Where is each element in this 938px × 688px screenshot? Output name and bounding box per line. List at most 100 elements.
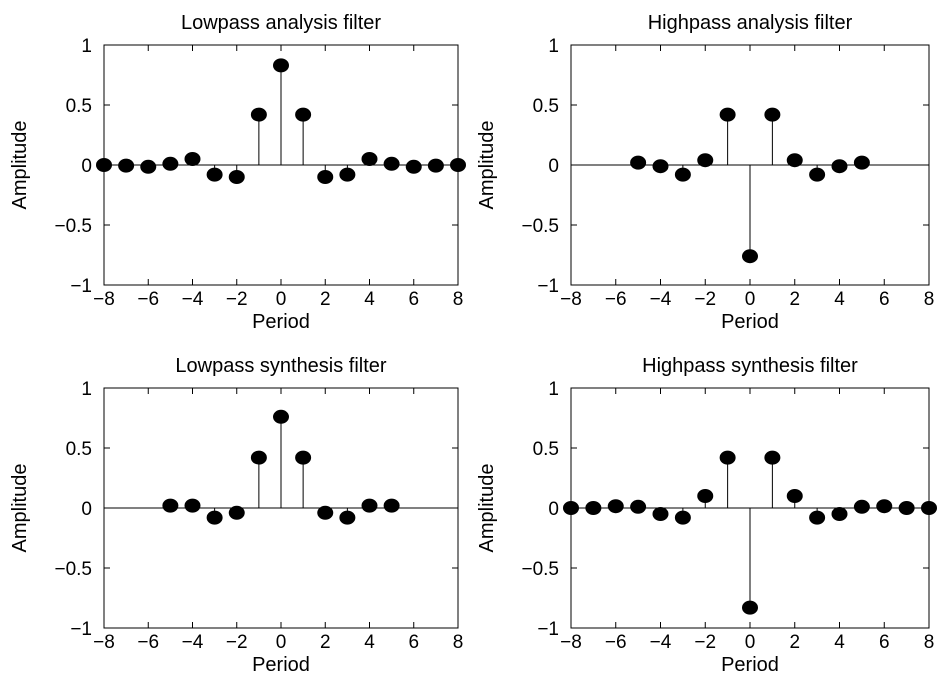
x-tick-label: −2: [694, 289, 716, 310]
x-tick-label: −8: [560, 289, 582, 310]
x-tick-label: 4: [364, 289, 375, 310]
stem-marker: [273, 409, 289, 424]
stem-marker: [742, 249, 758, 264]
y-tick-label: 0.5: [533, 96, 559, 117]
stem-marker: [228, 170, 245, 184]
y-tick-label: 0: [548, 499, 559, 520]
stem-marker: [228, 505, 245, 520]
stem-marker: [250, 450, 267, 465]
y-axis-label: Amplitude: [476, 464, 498, 553]
stem-marker: [652, 159, 669, 174]
y-axis-label: Amplitude: [9, 121, 31, 210]
stem-marker: [383, 498, 400, 513]
x-tick-label: 2: [320, 289, 331, 310]
stem-marker: [162, 156, 179, 171]
x-tick-label: 6: [879, 289, 890, 310]
x-tick-label: −8: [560, 632, 582, 653]
stem-marker: [809, 167, 826, 182]
y-tick-label: 0: [548, 156, 559, 177]
y-tick-label: −1: [537, 619, 559, 640]
x-tick-label: 2: [320, 632, 331, 653]
y-tick-label: 1: [81, 36, 92, 57]
subplot-title: Lowpass analysis filter: [181, 12, 381, 34]
stem-marker: [652, 507, 669, 521]
y-tick-label: −0.5: [54, 216, 92, 237]
stem-marker: [206, 510, 223, 525]
stem-marker: [563, 501, 579, 515]
x-tick-label: −6: [605, 289, 627, 310]
stem-marker: [140, 159, 157, 174]
x-tick-label: 2: [789, 632, 800, 653]
stem-marker: [876, 499, 893, 514]
y-tick-label: −1: [70, 619, 92, 640]
stem-marker: [339, 510, 356, 525]
stem-marker: [764, 450, 781, 465]
x-tick-label: 8: [924, 289, 935, 310]
y-tick-label: 0: [81, 156, 92, 177]
x-tick-label: 0: [276, 632, 287, 653]
x-tick-label: −2: [226, 632, 248, 653]
y-tick-label: −0.5: [521, 216, 559, 237]
subplot-title: Highpass analysis filter: [648, 12, 853, 34]
x-tick-label: −8: [93, 289, 115, 310]
y-tick-label: 0.5: [533, 439, 559, 460]
stem-marker: [674, 167, 691, 182]
stem-marker: [809, 510, 826, 525]
stem-marker: [339, 167, 356, 182]
y-tick-label: 0.5: [66, 439, 92, 460]
x-tick-label: −6: [137, 289, 159, 310]
y-tick-label: 1: [548, 36, 559, 57]
stem-marker: [383, 156, 400, 171]
x-tick-label: −8: [93, 632, 115, 653]
stem-marker: [831, 159, 848, 174]
y-tick-label: −0.5: [54, 559, 92, 580]
x-tick-label: 0: [276, 289, 287, 310]
stem-marker: [853, 499, 870, 514]
x-tick-label: −2: [694, 632, 716, 653]
stem-marker: [831, 507, 848, 521]
y-tick-label: −1: [537, 276, 559, 297]
x-axis-label: Period: [252, 654, 310, 676]
stem-marker: [250, 107, 267, 122]
stem-marker: [96, 158, 112, 172]
y-tick-label: −1: [70, 276, 92, 297]
x-tick-label: −4: [182, 632, 204, 653]
stem-marker: [184, 498, 201, 513]
x-tick-label: 4: [834, 632, 845, 653]
stem-marker: [295, 450, 312, 465]
stem-marker: [898, 501, 915, 515]
subplot-highpass-synthesis: −8 −6 −4 −2 0 2 4 6 8 −1 −0.5 0 0.5 1 Highpass synthes…: [476, 355, 937, 676]
x-tick-label: 0: [745, 289, 756, 310]
x-tick-label: 8: [453, 632, 464, 653]
x-axis-label: Period: [721, 311, 779, 333]
stem-marker: [697, 489, 714, 503]
stem-marker: [361, 498, 378, 513]
stem-marker: [786, 489, 803, 503]
stem-marker: [206, 167, 223, 182]
y-tick-label: −0.5: [521, 559, 559, 580]
stem-marker: [674, 510, 691, 525]
subplot-lowpass-analysis: −8 −6 −4 −2 0 2 4 6 8 −1 −0.5 0 0.5 1 Lowpass analysis…: [9, 12, 466, 333]
x-tick-label: −6: [605, 632, 627, 653]
stem-marker: [742, 600, 758, 615]
stem-marker: [719, 107, 736, 122]
stem-marker: [853, 155, 870, 170]
stem-marker: [585, 501, 602, 515]
x-tick-label: 8: [453, 289, 464, 310]
x-axis-label: Period: [721, 654, 779, 676]
x-tick-label: −4: [650, 289, 672, 310]
subplot-lowpass-synthesis: −8 −6 −4 −2 0 2 4 6 8 −1 −0.5 0 0.5 1 Lowpass synthesi…: [9, 355, 463, 676]
stem-marker: [764, 107, 781, 122]
stem-marker: [317, 170, 334, 184]
stem-marker: [630, 155, 647, 170]
y-axis-label: Amplitude: [9, 464, 31, 553]
stem-marker: [405, 159, 422, 174]
x-tick-label: 4: [364, 632, 375, 653]
stem-marker: [427, 158, 444, 173]
subplot-highpass-analysis: −8 −6 −4 −2 0 2 4 6 8 −1 −0.5 0 0.5 1 Highpass analysi…: [476, 12, 934, 333]
y-tick-label: 0.5: [66, 96, 92, 117]
stem-marker: [118, 158, 135, 173]
stem-marker: [697, 153, 714, 168]
x-tick-label: 8: [924, 632, 935, 653]
